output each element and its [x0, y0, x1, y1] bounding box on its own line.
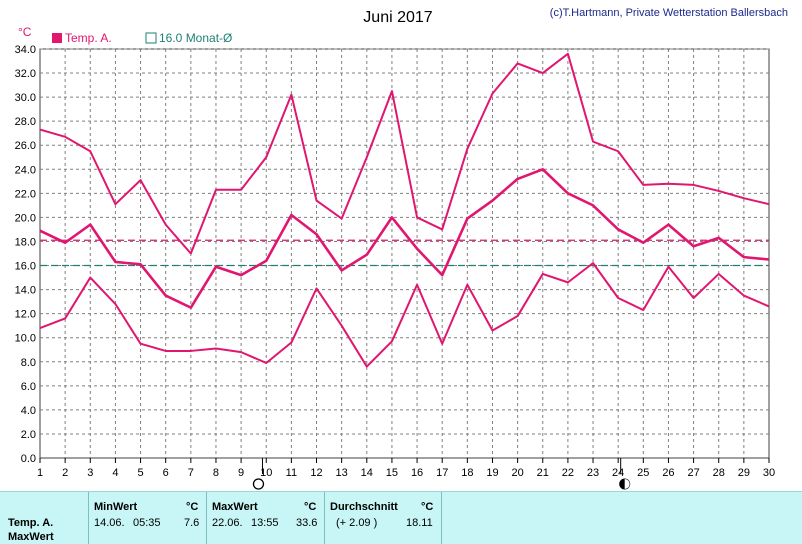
x-tick-label: 14 [361, 467, 373, 479]
x-tick-label: 4 [112, 467, 118, 479]
x-tick-label: 9 [238, 467, 244, 479]
min-unit: °C [186, 501, 199, 513]
x-tick-label: 12 [310, 467, 322, 479]
x-tick-label: 1 [37, 467, 43, 479]
legend-series-label: Temp. A. [65, 31, 112, 45]
x-tick-label: 15 [386, 467, 398, 479]
x-tick-label: 16 [411, 467, 423, 479]
x-tick-label: 19 [486, 467, 498, 479]
footer-row-label: Temp. A. [8, 517, 54, 529]
footer-divider [206, 492, 207, 544]
avg-value: 18.11 [406, 517, 433, 529]
x-tick-label: 17 [436, 467, 448, 479]
plot-area [39, 48, 770, 459]
x-tick-label: 18 [461, 467, 473, 479]
min-time: 05:35 [133, 517, 161, 529]
x-tick-label: 24 [612, 467, 624, 479]
y-tick-label: 10.0 [15, 333, 36, 345]
y-tick-label: 16.0 [15, 261, 36, 273]
avg-unit: °C [421, 501, 434, 513]
x-tick-label: 29 [738, 467, 750, 479]
min-date: 14.06. [94, 517, 125, 529]
legend-monthly-label: 16.0 Monat-Ø [159, 31, 232, 45]
legend: Temp. A. 16.0 Monat-Ø [52, 31, 232, 45]
x-tick-label: 11 [286, 467, 297, 479]
x-tick-label: 26 [662, 467, 674, 479]
x-tick-label: 21 [537, 467, 549, 479]
avg-deviation: (+ 2.09 ) [336, 517, 378, 529]
temperature-chart: Juni 2017 (c)T.Hartmann, Private Wetters… [15, 7, 788, 490]
x-tick-label: 30 [763, 467, 775, 479]
x-tick-label: 7 [188, 467, 194, 479]
statistics-footer: Temp. A. MaxWert MinWert °C 14.06. 05:35… [0, 491, 802, 544]
x-tick-label: 28 [713, 467, 725, 479]
y-tick-label: 34.0 [15, 44, 36, 56]
max-time: 13:55 [251, 517, 279, 529]
y-tick-label: 18.0 [15, 236, 36, 248]
series-line-max [39, 52, 770, 255]
max-value: 33.6 [296, 517, 318, 529]
x-tick-label: 5 [137, 467, 143, 479]
series-line-avg [39, 167, 770, 309]
x-tick-label: 3 [87, 467, 93, 479]
x-tick-label: 22 [562, 467, 574, 479]
y-tick-label: 12.0 [15, 309, 36, 321]
footer-divider [88, 492, 89, 544]
y-tick-label: 32.0 [15, 68, 36, 80]
copyright-text: (c)T.Hartmann, Private Wetterstation Bal… [550, 7, 788, 19]
x-tick-label: 27 [687, 467, 699, 479]
footer-divider [441, 492, 442, 544]
x-tick-label: 25 [637, 467, 649, 479]
y-axis-unit: °C [18, 25, 32, 39]
x-tick-label: 23 [587, 467, 599, 479]
y-tick-label: 28.0 [15, 116, 36, 128]
new-moon-highlight [624, 479, 630, 489]
full-moon-icon [252, 478, 265, 490]
y-tick-label: 22.0 [15, 188, 36, 200]
y-tick-label: 4.0 [21, 405, 36, 417]
series-line-min [39, 262, 770, 368]
y-tick-label: 6.0 [21, 381, 36, 393]
x-tick-label: 2 [62, 467, 68, 479]
max-date: 22.06. [212, 517, 243, 529]
y-tick-label: 14.0 [15, 285, 36, 297]
legend-series-swatch [52, 33, 62, 43]
min-header: MinWert [94, 501, 138, 513]
legend-monthly-swatch [145, 32, 157, 44]
min-value: 7.6 [184, 517, 200, 529]
x-tick-label: 20 [511, 467, 523, 479]
max-header: MaxWert [212, 501, 258, 513]
x-tick-label: 13 [336, 467, 348, 479]
x-tick-label: 6 [163, 467, 169, 479]
y-tick-label: 20.0 [15, 212, 36, 224]
chart-title: Juni 2017 [363, 9, 432, 26]
x-tick-label: 8 [213, 467, 219, 479]
y-tick-label: 30.0 [15, 92, 36, 104]
y-tick-label: 8.0 [21, 357, 36, 369]
footer-divider [324, 492, 325, 544]
y-tick-label: 24.0 [15, 164, 36, 176]
max-unit: °C [304, 501, 317, 513]
y-tick-label: 2.0 [21, 429, 36, 441]
x-tick-label: 10 [260, 467, 272, 479]
y-tick-label: 26.0 [15, 140, 36, 152]
y-tick-label: 0.0 [21, 453, 36, 465]
avg-header: Durchschnitt [330, 501, 398, 513]
footer-row2-label: MaxWert [8, 531, 54, 543]
